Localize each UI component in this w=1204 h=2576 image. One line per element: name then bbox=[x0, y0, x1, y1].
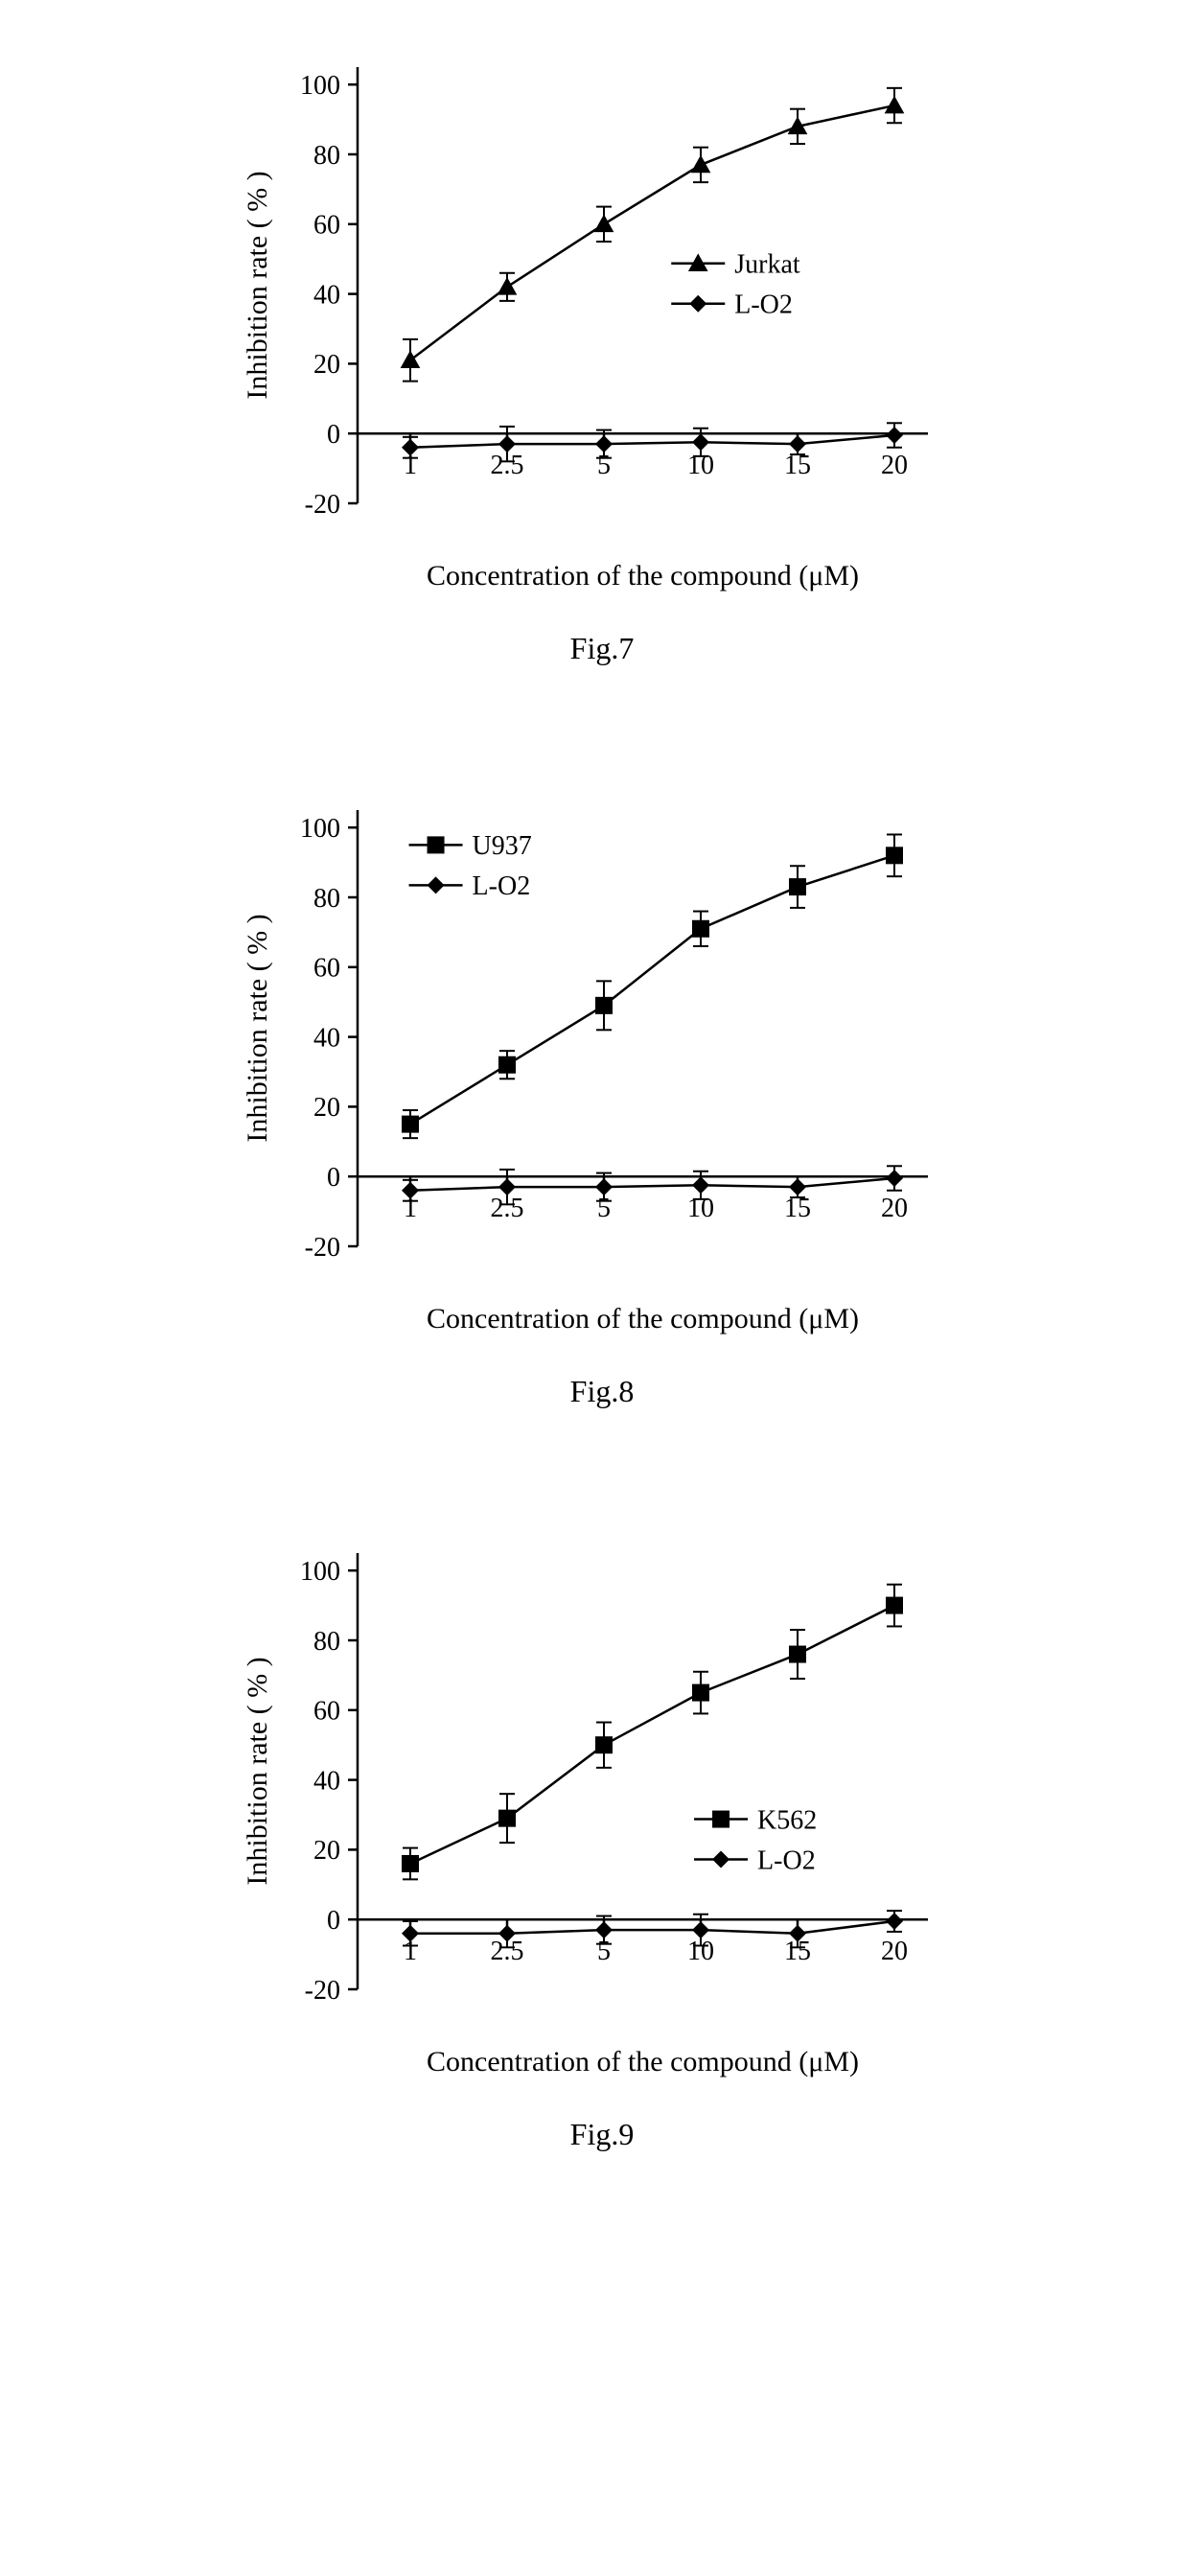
svg-text:20: 20 bbox=[313, 1093, 340, 1123]
svg-text:60: 60 bbox=[313, 954, 340, 984]
svg-text:U937: U937 bbox=[473, 831, 532, 861]
svg-text:Jurkat: Jurkat bbox=[734, 250, 800, 280]
svg-text:20: 20 bbox=[881, 1194, 908, 1223]
svg-text:100: 100 bbox=[300, 814, 340, 844]
svg-text:80: 80 bbox=[313, 1627, 340, 1657]
svg-text:-20: -20 bbox=[305, 1233, 340, 1263]
svg-text:60: 60 bbox=[313, 211, 340, 241]
figure-9-chart: -2002040608010012.55101520Concentration … bbox=[238, 1524, 966, 2090]
figure-7-chart: -2002040608010012.55101520Concentration … bbox=[238, 38, 966, 604]
svg-text:K562: K562 bbox=[757, 1805, 817, 1835]
svg-text:80: 80 bbox=[313, 884, 340, 914]
figure-7-block: -2002040608010012.55101520Concentration … bbox=[0, 38, 1204, 781]
svg-text:80: 80 bbox=[313, 141, 340, 171]
figure-8-caption: Fig.8 bbox=[570, 1374, 635, 1409]
figure-8-block: -2002040608010012.55101520Concentration … bbox=[0, 781, 1204, 1524]
svg-text:Inhibition rate ( % ): Inhibition rate ( % ) bbox=[242, 171, 273, 399]
svg-text:20: 20 bbox=[881, 1937, 908, 1966]
figure-7-caption: Fig.7 bbox=[570, 631, 635, 666]
svg-text:-20: -20 bbox=[305, 1976, 340, 2006]
svg-text:Concentration of the compound: Concentration of the compound (μM) bbox=[427, 1303, 859, 1334]
svg-text:L-O2: L-O2 bbox=[734, 290, 793, 320]
svg-text:Inhibition rate ( % ): Inhibition rate ( % ) bbox=[242, 914, 273, 1142]
page: -2002040608010012.55101520Concentration … bbox=[0, 0, 1204, 2325]
svg-text:0: 0 bbox=[327, 1906, 340, 1936]
figure-9-block: -2002040608010012.55101520Concentration … bbox=[0, 1524, 1204, 2267]
svg-text:40: 40 bbox=[313, 280, 340, 310]
svg-text:40: 40 bbox=[313, 1766, 340, 1796]
svg-text:-20: -20 bbox=[305, 490, 340, 520]
svg-text:Concentration of the compound: Concentration of the compound (μM) bbox=[427, 2046, 859, 2077]
svg-text:20: 20 bbox=[313, 1836, 340, 1866]
svg-text:0: 0 bbox=[327, 420, 340, 450]
svg-text:20: 20 bbox=[881, 451, 908, 480]
svg-text:Concentration of the compound: Concentration of the compound (μM) bbox=[427, 560, 859, 592]
svg-text:100: 100 bbox=[300, 1557, 340, 1587]
figure-9-caption: Fig.9 bbox=[570, 2117, 635, 2152]
svg-text:L-O2: L-O2 bbox=[473, 871, 531, 901]
svg-text:40: 40 bbox=[313, 1023, 340, 1053]
svg-text:60: 60 bbox=[313, 1697, 340, 1727]
svg-text:20: 20 bbox=[313, 350, 340, 380]
svg-text:0: 0 bbox=[327, 1163, 340, 1193]
svg-text:L-O2: L-O2 bbox=[757, 1845, 816, 1875]
svg-text:100: 100 bbox=[300, 71, 340, 101]
svg-text:Inhibition rate ( % ): Inhibition rate ( % ) bbox=[242, 1657, 273, 1885]
figure-8-chart: -2002040608010012.55101520Concentration … bbox=[238, 781, 966, 1347]
